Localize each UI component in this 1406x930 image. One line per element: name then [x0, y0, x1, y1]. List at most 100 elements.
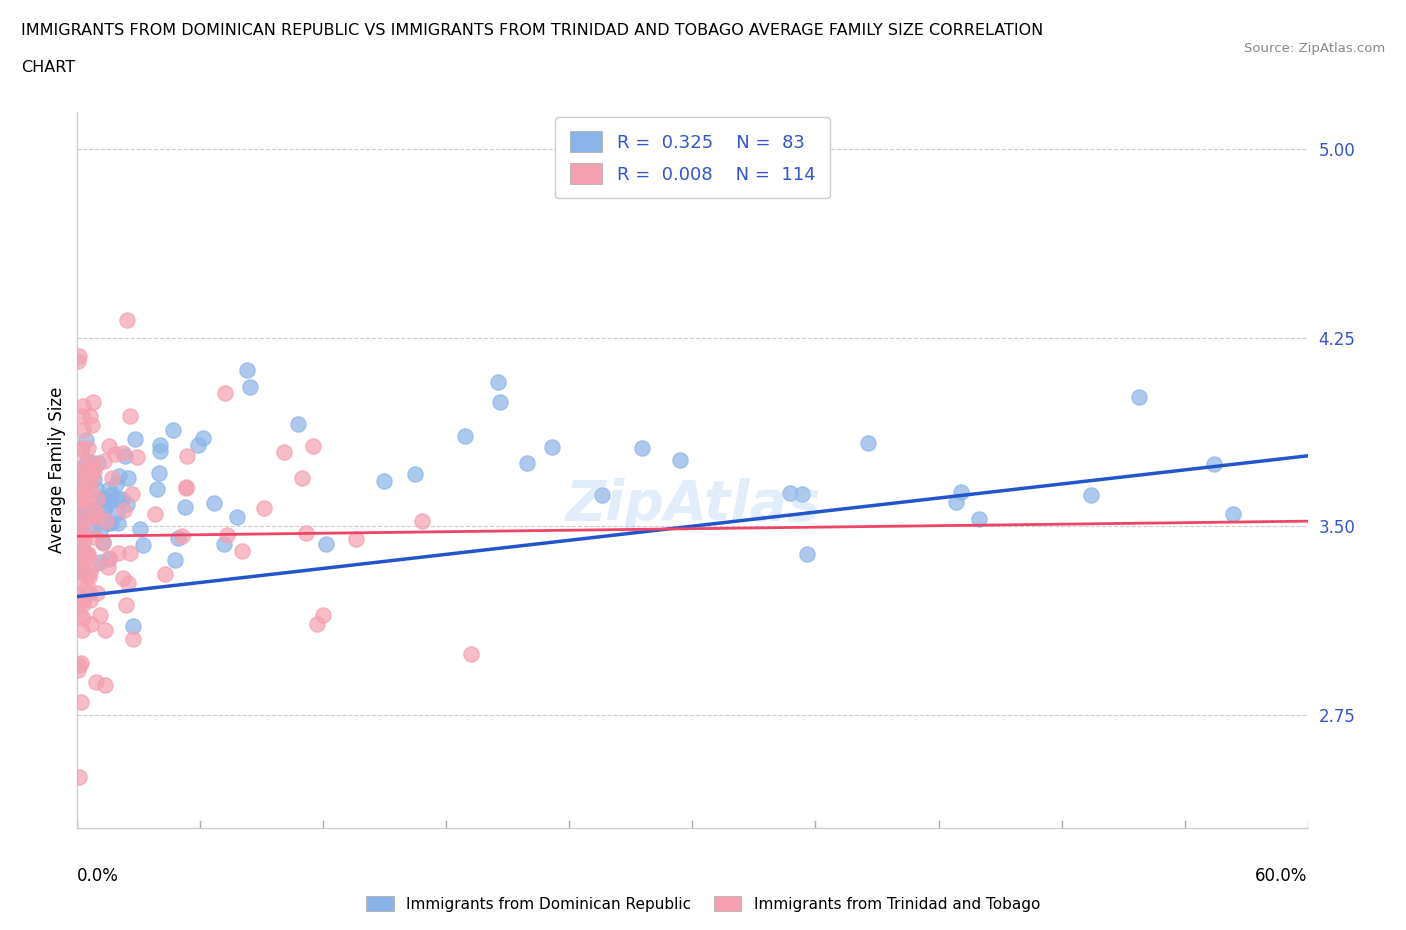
Point — [591, 487, 613, 502]
Point — [75, 468, 97, 483]
Point — [117, 576, 139, 591]
Point — [70, 553, 93, 568]
Point — [72, 408, 94, 423]
Point — [121, 618, 143, 633]
Point — [291, 471, 314, 485]
Point — [950, 485, 973, 499]
Legend: Immigrants from Dominican Republic, Immigrants from Trinidad and Tobago: Immigrants from Dominican Republic, Immi… — [360, 889, 1046, 918]
Point — [83, 529, 105, 544]
Point — [153, 566, 176, 581]
Point — [94, 500, 117, 515]
Point — [93, 534, 115, 549]
Point — [226, 510, 249, 525]
Point — [67, 587, 90, 602]
Point — [67, 663, 90, 678]
Point — [111, 445, 134, 460]
Point — [73, 533, 96, 548]
Point — [131, 538, 153, 552]
Text: Source: ZipAtlas.com: Source: ZipAtlas.com — [1244, 42, 1385, 55]
Point — [373, 473, 395, 488]
Point — [174, 480, 197, 495]
Point — [302, 439, 325, 454]
Point — [73, 458, 96, 472]
Point — [212, 536, 235, 551]
Point — [97, 438, 120, 453]
Point — [411, 513, 433, 528]
Point — [111, 491, 134, 506]
Point — [72, 610, 94, 625]
Point — [70, 492, 93, 507]
Point — [69, 495, 91, 510]
Point — [114, 449, 136, 464]
Point — [87, 456, 110, 471]
Point — [193, 431, 215, 445]
Point — [69, 576, 91, 591]
Point — [98, 551, 121, 566]
Point — [72, 565, 94, 579]
Text: ZipAtlas: ZipAtlas — [565, 478, 820, 533]
Point — [69, 465, 91, 480]
Point — [83, 511, 105, 525]
Point — [83, 511, 105, 525]
Point — [792, 486, 814, 501]
Point — [67, 472, 90, 487]
Point — [86, 586, 108, 601]
Point — [115, 597, 138, 612]
Point — [202, 496, 225, 511]
Point — [104, 476, 127, 491]
Point — [118, 545, 141, 560]
Point — [76, 578, 98, 593]
Point — [344, 531, 367, 546]
Point — [118, 408, 141, 423]
Point — [121, 486, 143, 501]
Point — [69, 556, 91, 571]
Point — [312, 607, 335, 622]
Point — [124, 432, 146, 446]
Point — [107, 515, 129, 530]
Point — [460, 646, 482, 661]
Point — [69, 498, 91, 513]
Point — [77, 585, 100, 600]
Point — [70, 507, 93, 522]
Point — [82, 395, 104, 410]
Point — [70, 622, 93, 637]
Point — [96, 513, 118, 528]
Point — [69, 561, 91, 576]
Point — [67, 516, 90, 531]
Point — [86, 492, 108, 507]
Point — [98, 482, 121, 497]
Point — [143, 507, 166, 522]
Point — [77, 468, 100, 483]
Point — [80, 617, 103, 631]
Point — [516, 456, 538, 471]
Point — [72, 423, 94, 438]
Point — [76, 440, 98, 455]
Point — [89, 555, 111, 570]
Point — [70, 443, 93, 458]
Point — [72, 507, 94, 522]
Point — [305, 617, 328, 631]
Point — [100, 516, 122, 531]
Point — [779, 485, 801, 500]
Point — [80, 483, 103, 498]
Point — [217, 528, 239, 543]
Point — [79, 592, 101, 607]
Point — [167, 531, 190, 546]
Point — [115, 312, 138, 327]
Point — [79, 408, 101, 423]
Point — [945, 494, 967, 509]
Point — [67, 536, 90, 551]
Point — [117, 471, 139, 485]
Point — [146, 482, 169, 497]
Point — [79, 454, 101, 469]
Point — [83, 556, 105, 571]
Point — [82, 520, 104, 535]
Point — [486, 375, 509, 390]
Point — [67, 658, 90, 672]
Point — [75, 471, 97, 485]
Point — [631, 441, 654, 456]
Point — [540, 440, 562, 455]
Point — [149, 438, 172, 453]
Point — [76, 567, 98, 582]
Point — [231, 543, 253, 558]
